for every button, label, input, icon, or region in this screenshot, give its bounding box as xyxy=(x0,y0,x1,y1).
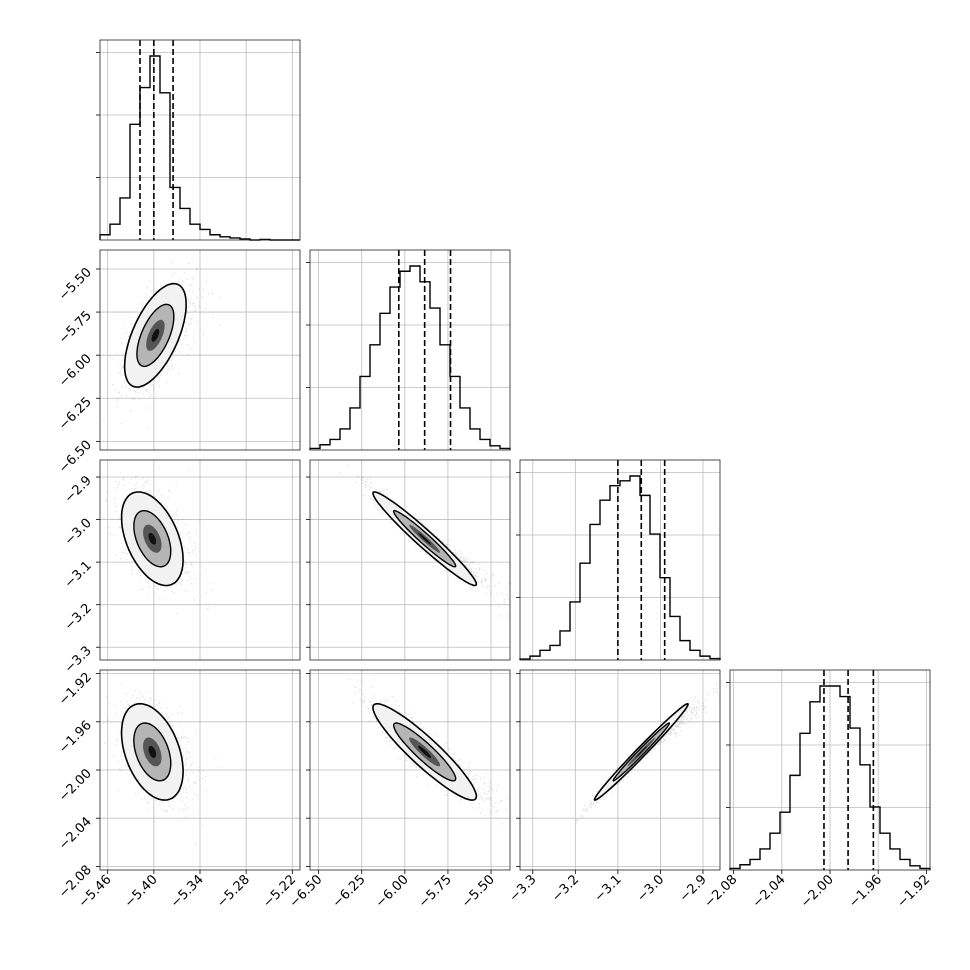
x-tick-label: −2.00 xyxy=(798,872,837,911)
panel-frame xyxy=(309,249,511,451)
x-tick-label: −1.92 xyxy=(894,872,933,911)
y-tick-label: −2.9 xyxy=(62,473,95,506)
x-tick-label: −5.40 xyxy=(122,872,161,911)
y-tick-label: −5.75 xyxy=(56,308,95,347)
x-tick-label: −5.28 xyxy=(214,872,253,911)
x-tick-label: −2.04 xyxy=(750,872,789,911)
x-tick-label: −5.50 xyxy=(459,872,498,911)
y-tick-label: −2.00 xyxy=(56,766,95,805)
y-tick-label: −3.2 xyxy=(62,601,95,634)
density-peak xyxy=(418,532,432,545)
histogram-panel-1 xyxy=(306,250,511,450)
density-peak xyxy=(151,328,160,342)
scatter-panel-2-1 xyxy=(310,460,510,660)
scatter-panel-3-1 xyxy=(310,670,510,870)
histogram-step xyxy=(519,475,721,660)
panel-frame xyxy=(99,39,301,241)
scatter-panel-3-0 xyxy=(100,670,300,870)
y-tick-label: −3.1 xyxy=(62,558,95,591)
x-tick-label: −2.08 xyxy=(702,872,741,911)
panel-frame xyxy=(99,459,301,661)
x-tick-label: −3.0 xyxy=(634,872,667,905)
y-tick-label: −6.50 xyxy=(56,438,95,477)
panel-frame xyxy=(99,249,301,451)
scatter-panel-3-2 xyxy=(520,670,720,870)
density-peak xyxy=(635,745,648,758)
x-tick-label: −6.00 xyxy=(373,872,412,911)
panel-frame xyxy=(309,459,511,661)
y-tick-label: −5.50 xyxy=(56,265,95,304)
y-tick-label: −1.92 xyxy=(56,670,95,709)
histogram-panel-2 xyxy=(516,460,721,660)
x-tick-label: −6.25 xyxy=(330,872,369,911)
x-tick-label: −1.96 xyxy=(846,872,885,911)
scatter-panel-2-0 xyxy=(100,460,300,660)
y-tick-label: −2.04 xyxy=(56,814,95,853)
x-tick-label: −5.34 xyxy=(168,872,207,911)
x-tick-label: −3.3 xyxy=(507,872,540,905)
x-tick-label: −3.2 xyxy=(549,872,582,905)
density-peak xyxy=(418,745,432,758)
histogram-panel-3 xyxy=(726,670,931,870)
scatter-panel-1-0 xyxy=(100,250,300,450)
panel-frame xyxy=(519,459,721,661)
x-tick-label: −3.1 xyxy=(592,872,625,905)
histogram-panel-0 xyxy=(96,40,300,241)
y-tick-label: −3.0 xyxy=(62,516,95,549)
y-tick-label: −1.96 xyxy=(56,718,95,757)
x-tick-label: −5.75 xyxy=(416,872,455,911)
y-tick-label: −6.00 xyxy=(56,351,95,390)
density-peak xyxy=(148,532,157,545)
histogram-step xyxy=(729,685,931,870)
y-tick-label: −6.25 xyxy=(56,394,95,433)
density-peak xyxy=(148,745,157,758)
y-tick-label: −3.3 xyxy=(62,643,95,676)
histogram-step xyxy=(309,265,511,450)
